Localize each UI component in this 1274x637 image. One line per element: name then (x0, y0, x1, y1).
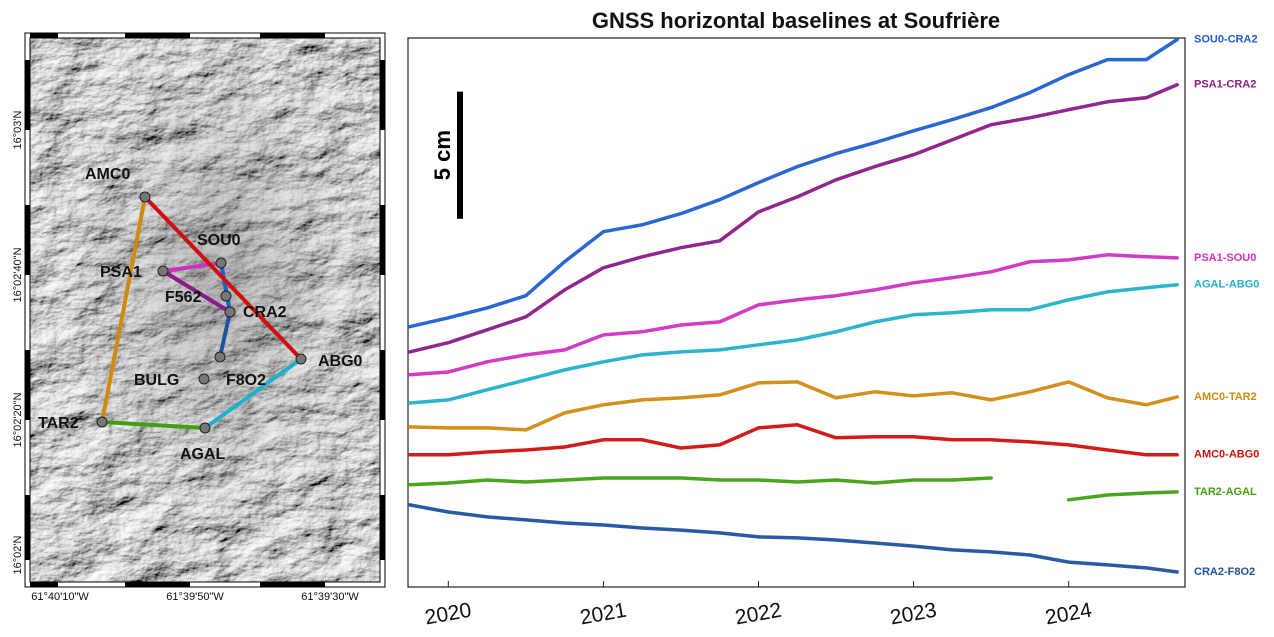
frame-segment (25, 495, 30, 560)
x-tick-label: 2022 (733, 599, 783, 630)
lat-label: 16°03'N (12, 110, 24, 149)
station-marker (139, 191, 151, 203)
station-marker (214, 351, 226, 363)
frame-segment (125, 582, 190, 587)
baseline (218, 310, 232, 359)
frame-segment (260, 33, 325, 38)
series-label: CRA2-F8O2 (1194, 566, 1255, 578)
frame-outline (24, 32, 386, 588)
station-label: ABG0 (318, 353, 363, 370)
frame-segment (30, 582, 58, 587)
lat-label: 16°02'N (12, 535, 24, 574)
lat-label: 16°02'20"N (12, 392, 24, 447)
series-line (407, 283, 1179, 405)
frame-segment (380, 350, 385, 420)
baseline (219, 261, 232, 314)
series-line (407, 253, 1179, 377)
series-label: TAR2-AGAL (1194, 486, 1257, 498)
x-tick-label: 2021 (578, 599, 628, 630)
series-line (407, 503, 1179, 574)
x-tick-label: 2024 (1044, 599, 1094, 630)
station-label: SOU0 (197, 232, 241, 249)
baseline (100, 195, 147, 424)
station-marker (199, 422, 211, 434)
map-frame-ticks (24, 32, 386, 588)
station-marker (198, 373, 210, 385)
frame-segment (25, 350, 30, 420)
station-label: AMC0 (85, 166, 130, 183)
frame-segment (125, 33, 190, 38)
chart-title: GNSS horizontal baselines at Soufrière (592, 8, 1000, 33)
station-label: TAR2 (38, 415, 79, 432)
frame-segment (25, 60, 30, 130)
series-label: AMC0-ABG0 (1194, 449, 1259, 461)
x-tick-label: 2020 (423, 599, 473, 630)
frame-segment (25, 205, 30, 275)
baseline (100, 420, 207, 430)
series-label: AGAL-ABG0 (1194, 279, 1259, 291)
station-marker (96, 416, 108, 428)
series-label: PSA1-CRA2 (1194, 79, 1256, 91)
station-label: BULG (134, 372, 179, 389)
series-line (407, 83, 1179, 354)
station-marker (224, 306, 236, 318)
map-stations: AMC0 SOU0 PSA1 F562 CRA2 ABG0 BULG F8O2 TAR2 AGAL (38, 166, 363, 463)
map-graticule-labels: 16°03'N 16°02'40"N 16°02'20"N 16°02'N 61°40'… (12, 110, 359, 602)
frame-segment (380, 495, 385, 560)
station-label: AGAL (180, 446, 226, 463)
series-line (407, 423, 1179, 457)
baseline (203, 357, 303, 430)
relief (30, 38, 380, 582)
series-line (407, 476, 1179, 502)
frame-segment (380, 60, 385, 130)
scale-bar-label: 5 cm (430, 130, 455, 180)
series-line (407, 37, 1179, 329)
frame-segment (30, 33, 58, 38)
plot-frame (407, 37, 1186, 588)
lat-label: 16°02'40"N (12, 247, 24, 302)
station-label: PSA1 (100, 264, 142, 281)
station-marker (295, 353, 307, 365)
dome-shade (30, 38, 380, 582)
series-label: PSA1-SOU0 (1194, 252, 1256, 264)
station-label: CRA2 (243, 304, 287, 321)
lon-label: 61°39'30"W (301, 591, 359, 603)
chart-area: 2020 2021 2022 2023 2024 5 cm SOU0-CRA2 PSA1-CR… (407, 33, 1259, 630)
series-line (407, 380, 1179, 432)
series-label: AMC0-TAR2 (1194, 391, 1257, 403)
baseline (143, 195, 303, 361)
lon-label: 61°39'50"W (166, 591, 224, 603)
station-marker (220, 290, 232, 302)
map-panel: AMC0 SOU0 PSA1 F562 CRA2 ABG0 BULG F8O2 TAR2 AGAL… (12, 32, 386, 603)
frame-segment (260, 582, 325, 587)
baseline (161, 269, 232, 314)
frame-segment (380, 205, 385, 275)
x-tick-label: 2023 (888, 599, 938, 630)
station-marker (215, 257, 227, 269)
series-label: SOU0-CRA2 (1194, 33, 1258, 45)
station-marker (157, 265, 169, 277)
station-label: F562 (165, 289, 202, 306)
lon-label: 61°40'10"W (31, 591, 89, 603)
map-baselines (100, 195, 303, 430)
station-label: F8O2 (226, 372, 266, 389)
map-frame (29, 37, 381, 583)
